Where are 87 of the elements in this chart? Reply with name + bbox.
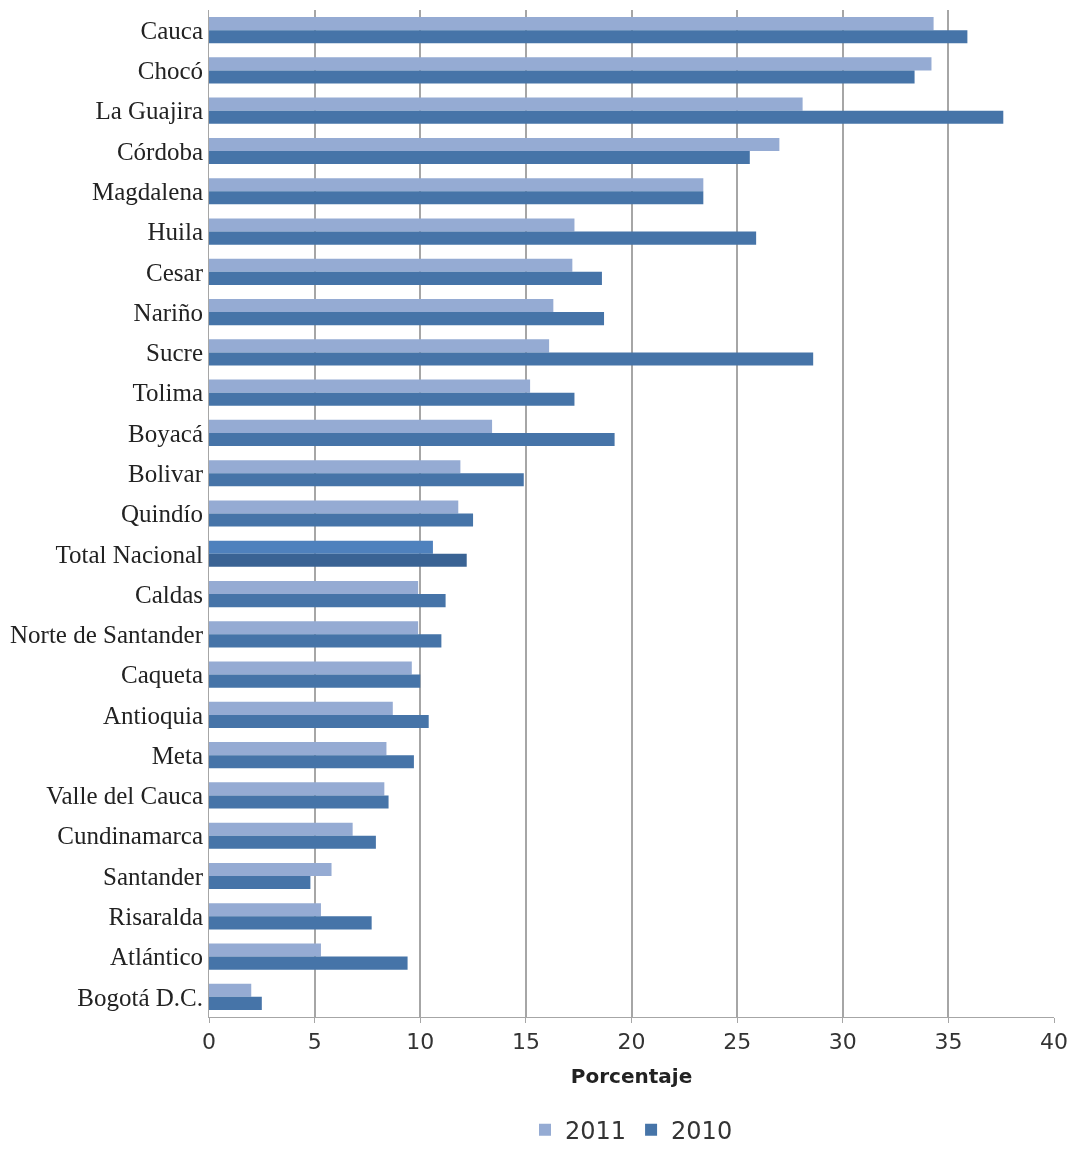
y-tick-label: Huila — [147, 218, 203, 246]
y-tick-label: Cesar — [146, 258, 204, 286]
bar — [209, 513, 474, 527]
bar — [209, 795, 389, 809]
y-tick-label: Chocó — [137, 57, 203, 85]
bar — [209, 97, 803, 111]
x-tick-label: 30 — [828, 1029, 857, 1055]
y-tick-label: Risaralda — [108, 903, 203, 931]
y-tick-label: Santander — [103, 862, 204, 890]
bar — [209, 339, 550, 353]
bar — [209, 432, 615, 447]
y-tick-label: Meta — [151, 741, 203, 769]
bar — [209, 70, 915, 84]
bar — [209, 621, 419, 635]
bar — [209, 996, 262, 1010]
y-tick-label: Nariño — [133, 298, 203, 326]
y-tick-label: Sucre — [146, 339, 203, 367]
bar — [209, 17, 934, 31]
bar — [209, 137, 780, 151]
bar — [209, 983, 252, 997]
bar — [209, 392, 575, 406]
y-tick-label: Atlántico — [109, 943, 203, 971]
x-tick-label: 35 — [934, 1029, 963, 1055]
bar — [209, 379, 531, 393]
y-tick-label: Cauca — [140, 16, 203, 44]
y-tick-label: Total Nacional — [55, 540, 204, 568]
bar — [209, 782, 385, 796]
bar — [209, 57, 932, 71]
bar — [209, 218, 575, 232]
bar — [209, 755, 414, 769]
bar — [209, 419, 493, 433]
y-tick-label: Cundinamarca — [57, 822, 203, 850]
y-tick-label: Caldas — [134, 580, 203, 608]
y-tick-label: Bolivar — [128, 459, 204, 487]
x-tick-label: 0 — [202, 1029, 216, 1055]
bar — [209, 714, 429, 728]
y-tick-label: Magdalena — [91, 178, 203, 206]
legend-label: 2010 — [671, 1117, 733, 1146]
bar — [209, 191, 704, 205]
bar — [209, 594, 446, 608]
x-tick-label: 25 — [723, 1029, 752, 1055]
x-tick-label: 15 — [511, 1029, 540, 1055]
bar — [209, 460, 461, 474]
bar — [209, 553, 467, 567]
bar — [209, 178, 704, 192]
y-tick-label: Norte de Santander — [10, 621, 204, 649]
bar — [209, 956, 408, 970]
bar — [209, 835, 376, 849]
bar — [209, 258, 573, 272]
bar — [209, 862, 332, 877]
y-tick-label: Bogotá D.C. — [77, 983, 203, 1011]
bar — [209, 822, 353, 836]
y-tick-label: La Guajira — [95, 97, 203, 125]
bar — [209, 876, 311, 890]
bar — [209, 150, 750, 165]
bar — [209, 634, 442, 648]
x-tick-label: 10 — [406, 1029, 435, 1055]
y-tick-label: Antioquia — [103, 701, 203, 729]
bar — [209, 231, 757, 245]
x-tick-label: 40 — [1040, 1029, 1068, 1055]
bar — [209, 271, 602, 285]
y-tick-label: Córdoba — [116, 137, 203, 165]
bar — [209, 903, 321, 917]
bar — [209, 580, 419, 595]
bar — [209, 299, 554, 313]
y-tick-label: Caqueta — [121, 661, 203, 689]
bar — [209, 473, 524, 487]
bar — [209, 352, 814, 366]
bar — [209, 742, 387, 756]
bar — [209, 500, 459, 514]
bar — [209, 674, 421, 688]
y-tick-label: Valle del Cauca — [46, 782, 203, 810]
x-tick-label: 5 — [307, 1029, 322, 1055]
bar — [209, 916, 372, 930]
bar — [209, 540, 433, 554]
y-tick-label: Quindío — [121, 500, 203, 528]
bar — [209, 661, 412, 675]
bar — [209, 701, 393, 715]
bar — [209, 110, 1004, 124]
x-axis-title: Porcentaje — [570, 1063, 693, 1088]
y-tick-label: Boyacá — [128, 419, 203, 447]
bar — [209, 943, 321, 957]
bar — [209, 312, 605, 326]
legend-label: 2011 — [565, 1117, 627, 1146]
bar — [209, 30, 968, 44]
x-tick-label: 20 — [617, 1029, 646, 1055]
y-tick-label: Tolima — [132, 379, 203, 407]
